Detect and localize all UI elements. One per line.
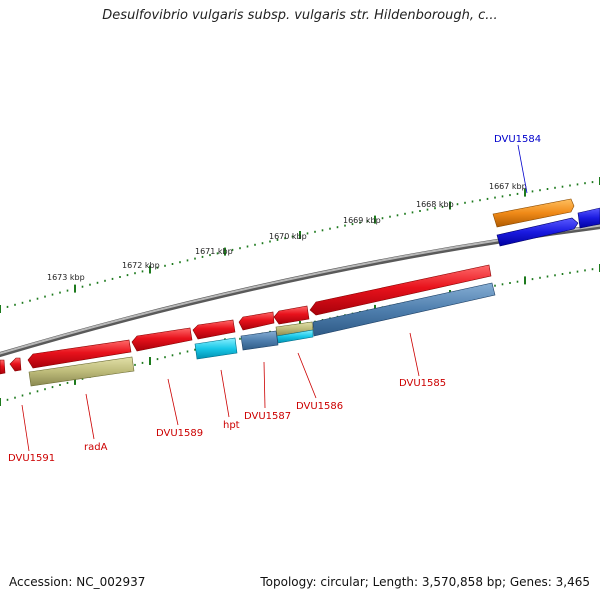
gene-label-hpt[interactable]: hpt: [223, 420, 240, 431]
gene-rada-cds[interactable]: [28, 356, 135, 387]
gene-dvu1587-cds[interactable]: [240, 330, 279, 351]
gene-label-dvu1589[interactable]: DVU1589: [156, 428, 203, 439]
gene-dvu1585-arrow[interactable]: [309, 264, 492, 316]
kbp-label-1668: 1668 kbp: [416, 200, 454, 209]
ruler-ticks-outer: [0, 177, 600, 313]
gene-hpt-cds[interactable]: [194, 337, 238, 360]
gene-rada-arrow[interactable]: [27, 339, 132, 369]
gene-dvu1584-feature[interactable]: [492, 198, 575, 228]
accession-text: Accession: NC_002937: [9, 575, 146, 589]
gene-label-dvu1591[interactable]: DVU1591: [8, 453, 55, 464]
kbp-label-1671: 1671 kbp: [195, 247, 233, 256]
gene-dvu1586-arrow[interactable]: [273, 305, 310, 325]
gene-hpt-arrow[interactable]: [192, 319, 236, 340]
gene-dvu1585-cds[interactable]: [312, 282, 496, 337]
gene-dvu1584-cds[interactable]: [496, 217, 579, 247]
gene-left-edge-arrow[interactable]: [0, 359, 6, 375]
gene-label-dvu1585[interactable]: DVU1585: [399, 378, 446, 389]
gene-dvu1589-arrow[interactable]: [131, 327, 193, 352]
kbp-label-1672: 1672 kbp: [122, 261, 160, 270]
kbp-label-1667: 1667 kbp: [489, 182, 527, 191]
gene-next-cds[interactable]: [577, 207, 600, 229]
gene-dvu1587-arrow[interactable]: [238, 311, 275, 331]
gene-label-dvu1587[interactable]: DVU1587: [244, 411, 291, 422]
gene-label-rada[interactable]: radA: [84, 442, 108, 453]
gene-label-dvu1584[interactable]: DVU1584: [494, 134, 541, 145]
label-leaders: [21, 144, 528, 452]
gene-dvu1591-arrow[interactable]: [9, 357, 22, 372]
kbp-label-1669: 1669 kbp: [343, 216, 381, 225]
kbp-label-1673: 1673 kbp: [47, 273, 85, 282]
map-title: Desulfovibrio vulgaris subsp. vulgaris s…: [102, 8, 498, 23]
gene-label-dvu1586[interactable]: DVU1586: [296, 401, 343, 412]
gene-dvu1586-cds[interactable]: [275, 321, 314, 344]
kbp-label-1670: 1670 kbp: [269, 232, 307, 241]
topology-text: Topology: circular; Length: 3,570,858 bp…: [260, 575, 590, 589]
